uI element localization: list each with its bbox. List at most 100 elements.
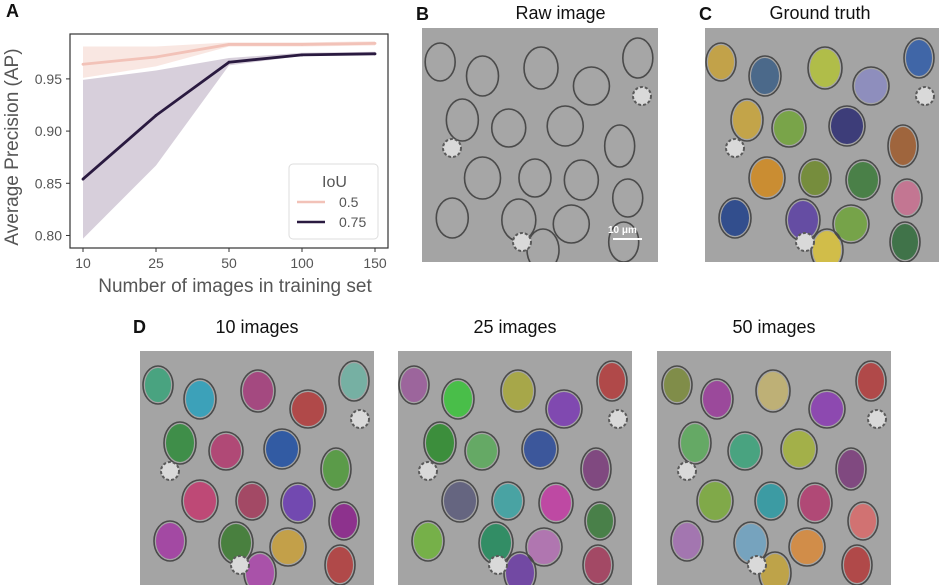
cell [481,524,511,562]
cell [664,368,690,402]
cell [575,69,608,103]
cell-outline [622,37,654,79]
cell-outline [847,501,879,541]
cell [292,392,324,426]
cell-outline [338,360,370,402]
cell [494,484,522,518]
cell-outline [755,369,791,413]
x-tick-label: 150 [363,255,387,271]
cell-outline [328,501,360,541]
ap-line-chart: 10 25 50 100 150 0.80 0.85 0.90 0.95 Number of im… [2,33,389,297]
legend-title: IoU [322,174,347,191]
cell [467,434,497,468]
cell-outline [754,481,788,521]
ci-band-series-0 [83,41,375,78]
cell [541,485,571,521]
cell [211,434,241,468]
cell-outline [523,46,559,90]
cell [524,431,556,467]
cell [427,45,454,79]
cell [850,504,876,538]
cell [506,554,534,585]
panel-letter-c: C [699,4,712,24]
cell [783,431,815,467]
panel-letter-a: A [6,1,19,21]
y-axis-label: Average Precision (AP) [2,48,23,245]
cell [610,224,637,260]
platelet [608,409,628,429]
cell [327,547,353,583]
cell-outline [807,46,843,90]
platelet [747,555,767,575]
cell-outline [748,156,786,200]
cell [493,111,524,145]
cell-outline [240,369,276,413]
cell [811,392,843,426]
point-series-0-4 [373,41,377,45]
cell-outline [835,447,867,491]
cell-outline [748,55,782,97]
cell-outline [142,365,174,405]
cell [566,162,597,198]
cell-outline [696,479,734,523]
cell-outline [263,428,301,470]
ground-truth-title: Ground truth [769,3,871,23]
cell [555,207,588,241]
cell [503,201,534,239]
cell [238,484,266,518]
cell [801,161,829,195]
cell [844,547,870,583]
cell-outline [491,481,525,521]
cell-outline [718,197,752,239]
scale-bar-label: 10 μm [608,225,637,236]
cell-outline [463,156,502,200]
cell [585,547,611,583]
cell-outline [398,365,430,405]
cell-outline [887,124,919,168]
cell-outline [808,389,846,429]
cell [272,530,304,564]
cell-outline [526,228,560,262]
cell-outline [563,159,600,201]
cell [331,504,357,538]
y-tick-label: 0.95 [35,71,62,87]
cell-outline [730,98,764,142]
cell [283,485,313,521]
cell [757,484,785,518]
cell-outline [423,421,457,465]
cell [831,108,863,144]
cell [810,49,840,87]
cell [890,127,916,165]
cell [221,524,251,562]
platelet [512,232,532,252]
cell [800,485,830,521]
cell-outline [580,447,612,491]
cell-outline [828,105,866,147]
cell-outline [611,178,644,218]
cell-outline [445,98,480,142]
cell [906,40,932,76]
cell [583,450,609,488]
prediction-25-images [398,351,632,585]
cell-outline [845,159,881,201]
cell-outline [490,108,527,148]
cell [681,424,709,462]
cell [751,159,783,197]
cell [624,40,651,76]
y-tick-label: 0.85 [35,175,62,191]
cell [503,372,533,410]
cell [186,381,214,417]
row-title-10-images: 10 images [215,317,299,337]
cell [721,200,749,236]
platelet [442,138,462,158]
row-title-50-images: 50 images [732,317,816,337]
cell-outline [771,108,807,148]
cell [606,127,633,165]
cell [243,372,273,410]
legend-entry-1: 0.75 [339,214,366,230]
point-series-1-3 [300,53,304,57]
cell-outline [797,482,833,524]
platelet [418,461,438,481]
cell [855,69,887,103]
cell-outline [670,520,704,562]
